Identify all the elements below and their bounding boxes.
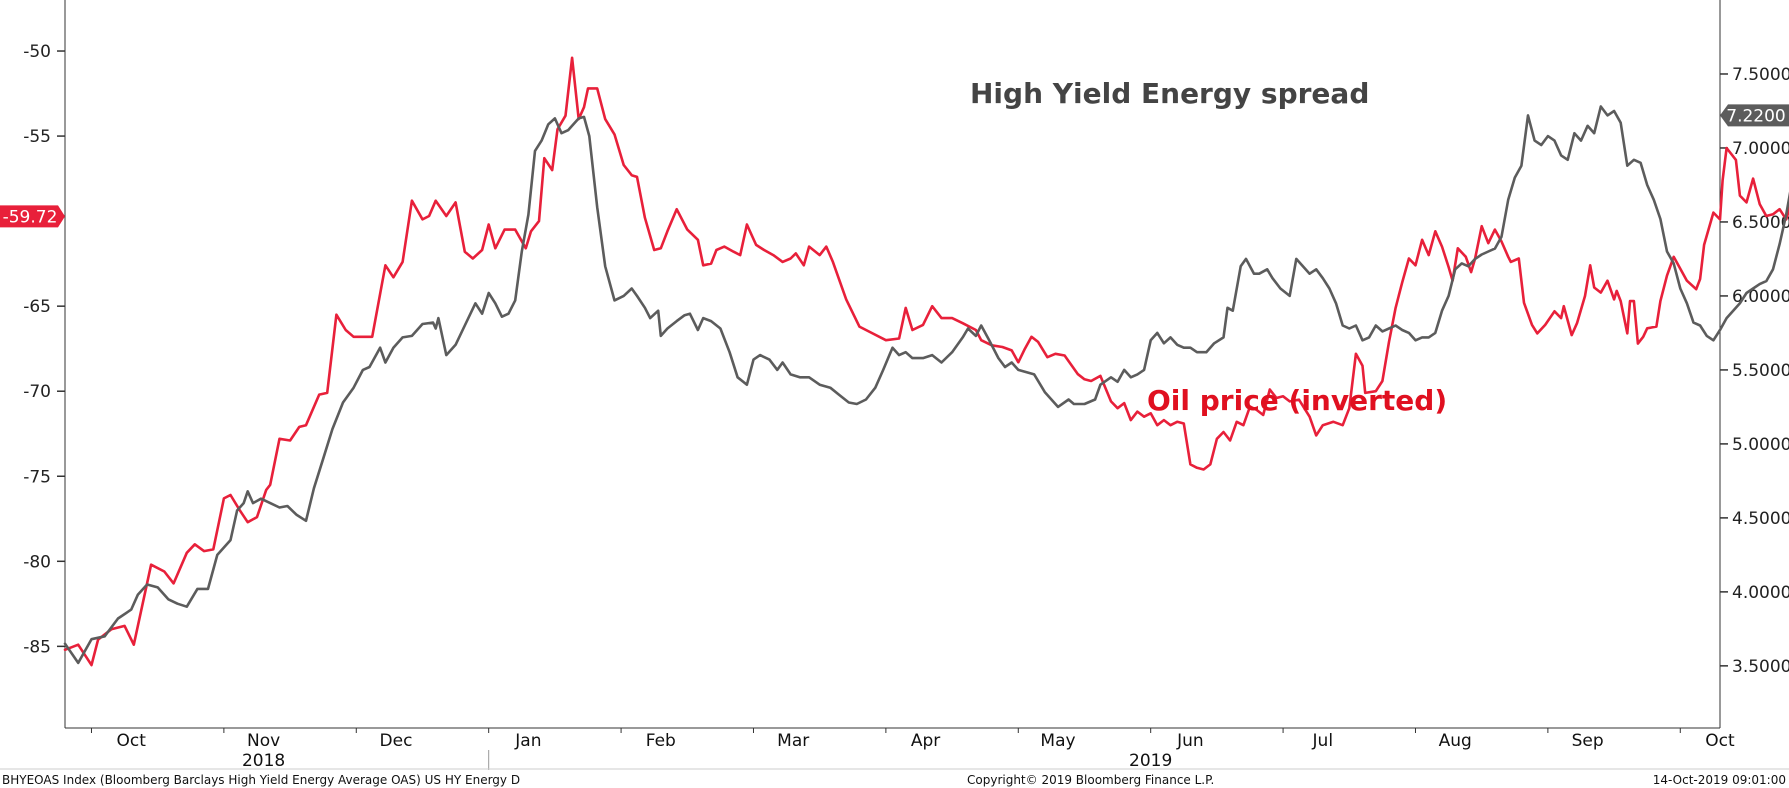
axes: -50-55-65-70-75-80-857.50007.00006.50006…	[23, 0, 1789, 771]
left-tick-label: -80	[23, 552, 51, 572]
left-tick-label: -70	[23, 382, 51, 402]
left-last-value-badge	[0, 205, 65, 228]
right-tick-label: 6.5000	[1732, 213, 1789, 233]
left-last-value-label: -59.72	[3, 207, 58, 227]
right-tick-label: 7.0000	[1732, 139, 1789, 159]
right-tick-label: 7.5000	[1732, 65, 1789, 85]
x-month-label: Sep	[1572, 731, 1604, 751]
x-month-label: Nov	[247, 731, 280, 751]
x-month-label: Jun	[1176, 731, 1204, 751]
x-month-label: Oct	[116, 731, 146, 751]
x-month-label: Feb	[646, 731, 676, 751]
right-last-value-label: 7.2200	[1726, 106, 1785, 126]
series-lines	[63, 56, 1789, 667]
right-tick-label: 5.0000	[1732, 435, 1789, 455]
x-year-label: 2019	[1129, 751, 1172, 771]
right-tick-label: 4.5000	[1732, 509, 1789, 529]
right-last-value-badge	[1720, 104, 1789, 127]
x-month-label: Jan	[514, 731, 541, 751]
x-year-label: 2018	[242, 751, 285, 771]
right-tick-label: 5.5000	[1732, 361, 1789, 381]
footer-timestamp: 14-Oct-2019 09:01:00	[1653, 773, 1786, 787]
x-month-label: Dec	[380, 731, 413, 751]
left-tick-label: -75	[23, 467, 51, 487]
hy-energy-spread-line	[63, 105, 1789, 665]
right-tick-label: 4.0000	[1732, 583, 1789, 603]
right-tick-label: 3.5000	[1732, 657, 1789, 677]
footer-copyright: Copyright© 2019 Bloomberg Finance L.P.	[967, 773, 1214, 787]
oil-price-line	[63, 56, 1789, 667]
left-tick-label: -50	[23, 42, 51, 62]
footer-source: BHYEOAS Index (Bloomberg Barclays High Y…	[2, 773, 520, 787]
left-tick-label: -85	[23, 637, 51, 657]
annotation-oil: Oil price (inverted)	[1147, 384, 1447, 417]
annotation-spread: High Yield Energy spread	[970, 77, 1369, 110]
left-tick-label: -55	[23, 127, 51, 147]
x-month-label: Jul	[1312, 731, 1334, 751]
x-month-label: Aug	[1439, 731, 1472, 751]
x-month-label: May	[1040, 731, 1075, 751]
last-value-badges: -59.72 7.2200	[0, 104, 1789, 228]
x-month-label: Mar	[777, 731, 809, 751]
x-month-label: Apr	[911, 731, 940, 751]
x-month-label: Oct	[1705, 731, 1735, 751]
left-tick-label: -65	[23, 297, 51, 317]
